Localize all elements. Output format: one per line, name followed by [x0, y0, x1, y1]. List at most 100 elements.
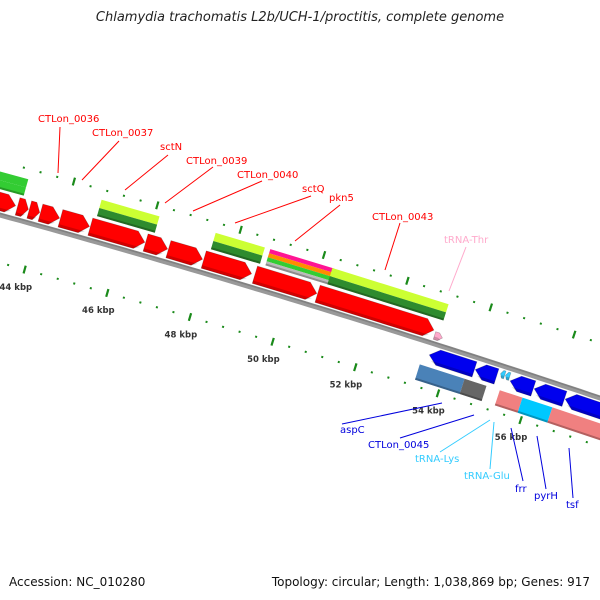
- upper-ruler-minor-tick: [189, 213, 192, 217]
- gene-label: tsf: [566, 500, 579, 511]
- upper-ruler-major-tick: [238, 225, 243, 234]
- ruler-label: 56 kbp: [495, 433, 528, 443]
- lower-ruler-minor-tick: [552, 429, 555, 433]
- upper-ruler-minor-tick: [306, 248, 309, 252]
- upper-annotation-bar: [99, 199, 160, 225]
- lower-ruler-minor-tick: [502, 413, 506, 416]
- lower-annotation-bar: [547, 407, 600, 441]
- forward-gene-arrow: [37, 203, 61, 225]
- lower-ruler-major-tick: [105, 288, 110, 298]
- upper-annotation-bar: [210, 241, 263, 264]
- gene-label: tRNA-Thr: [444, 235, 489, 246]
- lower-ruler-minor-tick: [254, 335, 258, 338]
- lower-ruler-minor-tick: [585, 440, 589, 444]
- upper-annotation-bar: [213, 232, 265, 256]
- upper-ruler-minor-tick: [506, 311, 509, 315]
- upper-ruler-minor-tick: [522, 316, 526, 320]
- lower-ruler-minor-tick: [287, 345, 291, 349]
- label-leader-line: [536, 435, 547, 490]
- upper-ruler-minor-tick: [456, 295, 459, 298]
- trna-feature: [505, 371, 512, 381]
- ruler-label: 54 kbp: [412, 406, 445, 416]
- forward-gene-arrow-shade: [26, 215, 37, 220]
- forward-gene-arrow: [251, 265, 318, 300]
- forward-gene-arrow-shade: [0, 207, 11, 212]
- trna-feature-shade: [433, 336, 441, 341]
- lower-ruler-minor-tick: [56, 277, 59, 281]
- upper-ruler-minor-tick: [589, 338, 593, 342]
- forward-gene-arrow: [142, 233, 169, 256]
- upper-ruler-major-tick: [488, 303, 494, 312]
- lower-ruler-minor-tick: [453, 397, 456, 400]
- upper-ruler-minor-tick: [339, 258, 342, 262]
- upper-ruler-minor-tick: [256, 233, 259, 237]
- forward-gene-arrow-shade: [143, 248, 163, 255]
- upper-ruler-major-tick: [405, 276, 410, 285]
- lower-ruler-minor-tick: [39, 272, 43, 276]
- upper-ruler-minor-tick: [39, 171, 42, 174]
- lower-annotation-shade: [459, 392, 483, 402]
- label-leader-line: [164, 166, 214, 204]
- map-title: Chlamydia trachomatis L2b/UCH-1/proctiti…: [95, 10, 505, 25]
- label-leader-line: [341, 402, 443, 425]
- ruler-label: 52 kbp: [330, 380, 363, 390]
- upper-annotation-bar: [327, 276, 446, 321]
- lower-ruler-major-tick: [435, 389, 441, 398]
- lower-ruler-minor-tick: [337, 360, 341, 364]
- upper-annotation-shade: [327, 282, 444, 321]
- lower-ruler-minor-tick: [486, 408, 489, 411]
- forward-gene-arrow: [26, 200, 41, 221]
- upper-ruler-minor-tick: [55, 175, 59, 179]
- lower-annotation-shade: [547, 420, 600, 441]
- forward-gene-arrow-shade: [165, 255, 198, 266]
- upper-annotation-bar: [97, 208, 158, 233]
- label-leader-line: [124, 154, 169, 191]
- upper-ruler-major-tick: [155, 201, 160, 210]
- lower-annotation-bar: [494, 390, 523, 413]
- upper-ruler-minor-tick: [372, 269, 376, 272]
- forward-gene-arrow: [87, 217, 146, 249]
- upper-ruler-major-tick: [71, 177, 77, 186]
- lower-ruler-minor-tick: [205, 320, 208, 324]
- upper-ruler-minor-tick: [222, 223, 226, 227]
- upper-ruler-minor-tick: [89, 185, 92, 188]
- upper-annotation-shade: [97, 214, 156, 233]
- lower-ruler-minor-tick: [568, 435, 572, 438]
- reverse-gene-arrow: [509, 375, 537, 397]
- lower-ruler-minor-tick: [469, 402, 473, 406]
- forward-gene-arrow-shade: [315, 299, 429, 336]
- lower-ruler-major-tick: [22, 265, 27, 274]
- lower-annotation-shade: [494, 403, 519, 413]
- reverse-gene-arrow: [564, 394, 600, 420]
- reverse-gene-arrow: [474, 364, 500, 385]
- lower-ruler-minor-tick: [535, 424, 539, 427]
- lower-annotation-shade: [415, 377, 461, 394]
- upper-ruler-minor-tick: [356, 263, 359, 267]
- forward-gene-arrow: [14, 197, 29, 217]
- forward-gene-arrow: [200, 250, 253, 281]
- lower-annotation-shade: [517, 410, 548, 423]
- gene-label: CTLon_0040: [237, 170, 298, 181]
- label-leader-line: [384, 222, 401, 271]
- trna-feature-shade: [505, 376, 510, 381]
- trna-feature: [432, 331, 443, 341]
- lower-ruler-minor-tick: [320, 355, 324, 359]
- lower-ruler-minor-tick: [172, 310, 175, 314]
- trna-feature-shade: [500, 375, 505, 379]
- ruler-label: 46 kbp: [82, 306, 115, 316]
- upper-ruler-minor-tick: [172, 208, 176, 212]
- upper-ruler-minor-tick: [422, 284, 426, 288]
- lower-ruler-major-tick: [270, 337, 275, 346]
- forward-gene-arrow-shade: [201, 265, 247, 280]
- upper-ruler-minor-tick: [122, 194, 126, 197]
- upper-ruler-minor-tick: [139, 199, 142, 202]
- upper-ruler-major-tick: [321, 250, 327, 260]
- gene-label: CTLon_0043: [372, 212, 433, 223]
- forward-gene-arrow: [0, 191, 17, 213]
- upper-annotation-bar: [266, 257, 332, 281]
- forward-gene-arrow-shade: [252, 280, 312, 300]
- accession-text: Accession: NC_010280: [9, 575, 146, 589]
- lower-ruler-major-tick: [187, 312, 193, 322]
- lower-ruler-minor-tick: [139, 301, 142, 304]
